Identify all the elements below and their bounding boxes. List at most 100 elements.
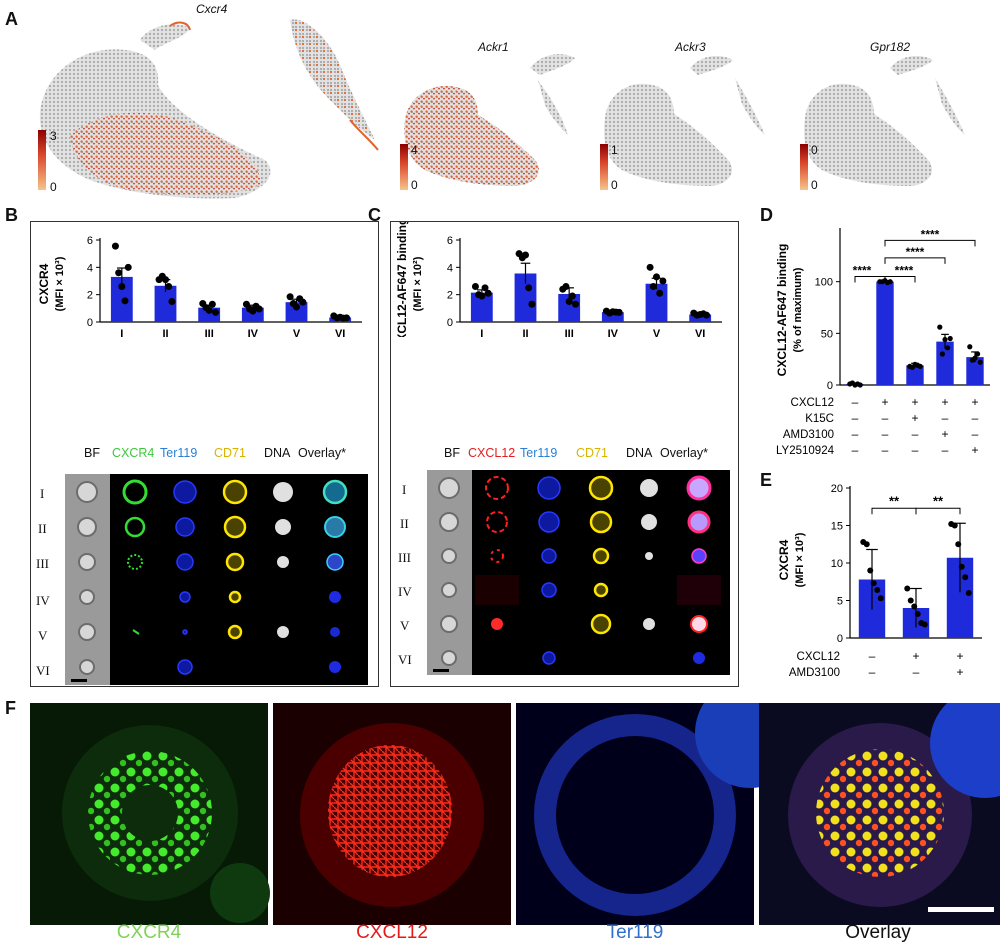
colorbar-max-ackr3: 1 (611, 143, 618, 157)
chart-c-point-0-4 (484, 289, 492, 297)
chart-b-ytick-label-3: 6 (87, 235, 93, 247)
chart-d-sign-2-3: + (941, 427, 948, 441)
chart-d-sign-3-4: + (971, 443, 978, 457)
chart-d-point-1-4 (887, 279, 893, 285)
chart-c-category-label-5: VI (695, 328, 705, 337)
c-cell-images (433, 475, 721, 672)
chart-d-point-3-3 (945, 345, 951, 351)
chart-d: 0 50 100 **** **** **** **** CXCL12 – + + + + K15C – – +… (775, 227, 990, 457)
chart-e-point-2-2 (955, 541, 962, 548)
chart-b-point-1-4 (168, 298, 176, 305)
chart-c-bar-4 (645, 283, 668, 322)
chart-d-ytick-label-1: 50 (821, 328, 833, 340)
chart-d-sign-3-1: – (882, 443, 889, 457)
chart-c-ytick-label-2: 4 (447, 262, 453, 274)
chart-c-point-0-3 (481, 284, 489, 292)
chart-b-point-2-3 (208, 300, 216, 308)
chart-b-category-label-0: I (120, 328, 123, 337)
chart-e-point-2-3 (958, 563, 965, 570)
chart-d-sign-1-0: – (852, 411, 859, 425)
chart-e-point-0-2 (867, 567, 874, 574)
chart-b-point-0-4 (124, 263, 132, 271)
chart-c-point-4-0 (646, 263, 654, 271)
chart-c-point-5-4 (703, 311, 711, 319)
chart-d-sign-0-4: + (971, 395, 978, 409)
chart-b-ytick-label-1: 2 (87, 290, 93, 302)
colorbar-min-ackr3: 0 (611, 178, 618, 192)
chart-d-sign-2-2: – (912, 427, 919, 441)
chart-b-point-2-4 (212, 308, 220, 316)
chart-d-sig-bracket-1 (884, 276, 916, 283)
chart-b-point-1-2 (162, 276, 169, 284)
umap-cxcr4 (39, 19, 379, 199)
chart-d-sig-label-3: **** (921, 227, 940, 241)
c-row-label-1: I (402, 482, 407, 497)
chart-e-treatment-1: AMD3100 (789, 667, 840, 679)
chart-e-point-0-3 (870, 580, 877, 587)
image-cxcl12 (273, 703, 511, 925)
colorbar-min-gpr182: 0 (811, 178, 818, 192)
chart-d-point-3-4 (947, 335, 953, 342)
chart-b-point-0-1 (115, 269, 123, 277)
caption-overlay: Overlay (845, 922, 911, 943)
chart-d-treatment-1: K15C (805, 413, 834, 425)
image-overlay (759, 703, 1000, 925)
panel-f-images (30, 703, 1000, 925)
c-bf-column (427, 470, 472, 675)
chart-c-point-4-2 (653, 273, 660, 281)
scale-bar (928, 907, 994, 912)
chart-b-category-label-4: V (293, 328, 301, 337)
chart-d-ylabel-2: (% of maximum) (792, 267, 804, 352)
chart-d-point-0-4 (857, 382, 863, 388)
chart-e-point-0-1 (863, 541, 870, 548)
chart-e-ytick-label-3: 15 (831, 521, 843, 533)
b-row-label-6: VI (36, 663, 50, 678)
c-header-cd71: CD71 (576, 446, 608, 460)
chart-c-ytick-label-3: 6 (447, 235, 453, 247)
umap-plots (38, 19, 965, 199)
chart-b-ytick-label-2: 4 (87, 262, 93, 274)
chart-d-point-3-1 (939, 351, 945, 357)
chart-e-point-1-1 (907, 597, 914, 604)
chart-b-point-1-3 (165, 282, 173, 290)
chart-e-point-0-5 (877, 595, 884, 602)
chart-d-treatment-2: AMD3100 (783, 429, 834, 441)
colorbar-gpr182 (800, 144, 808, 190)
chart-b-point-3-4 (255, 305, 263, 313)
chart-d-sign-0-1: + (881, 395, 888, 409)
chart-c-category-label-3: IV (608, 328, 619, 337)
chart-e-sign-0-1: + (912, 649, 919, 663)
chart-e-sign-1-2: + (956, 665, 963, 679)
chart-d-bar-1 (876, 281, 894, 385)
chart-e-treatment-0: CXCL12 (797, 651, 840, 663)
chart-d-point-4-4 (977, 359, 983, 365)
b-row-label-1: I (40, 486, 45, 501)
chart-d-treatment-3: LY2510924 (776, 445, 835, 457)
colorbar-max-cxcr4: 3 (50, 129, 57, 143)
chart-c-point-4-3 (656, 289, 664, 297)
chart-c-category-label-2: III (565, 328, 574, 337)
chart-b-point-4-2 (293, 303, 300, 311)
chart-d-sig-bracket-2 (884, 257, 946, 264)
chart-e-point-0-4 (874, 587, 881, 593)
c-row-label-6: VI (398, 652, 412, 667)
chart-d-point-4-0 (967, 344, 973, 350)
chart-d-sign-1-1: – (882, 411, 889, 425)
chart-c-point-2-1 (562, 282, 570, 290)
chart-d-ytick-label-2: 100 (815, 277, 833, 289)
chart-b-point-0-0 (111, 242, 119, 250)
chart-d-point-4-2 (972, 355, 978, 361)
umap-ackr1 (404, 54, 575, 186)
chart-d-sign-0-3: + (941, 395, 948, 409)
chart-e-ylabel-2: (MFI × 10³) (794, 532, 806, 587)
c-header-cxcl12: CXCL12 (468, 446, 516, 460)
colorbar-cxcr4 (38, 130, 46, 190)
chart-e-sig-label-0: ** (889, 493, 900, 508)
chart-e-sign-0-2: + (956, 649, 963, 663)
image-ter119 (516, 703, 805, 925)
chart-c-point-0-0 (471, 282, 479, 290)
chart-c-point-3-4 (615, 308, 623, 316)
gene-label-ackr3: Ackr3 (675, 40, 706, 54)
